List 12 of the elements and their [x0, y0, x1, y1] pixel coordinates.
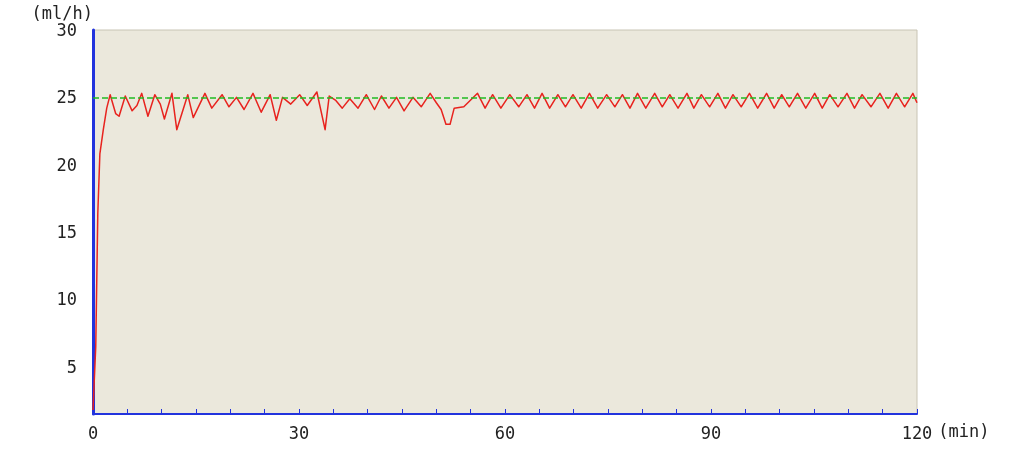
line-series [92, 91, 918, 411]
x-tick-label: 120 [901, 422, 933, 443]
y-tick-label: 20 [56, 154, 77, 175]
y-tick-label: 5 [66, 356, 77, 377]
x-axis-title: (min) [938, 420, 990, 441]
y-tick-label: 15 [56, 222, 77, 243]
x-tick-label: 90 [700, 422, 722, 443]
x-tick-label: 0 [87, 422, 99, 443]
x-tick-label: 30 [288, 422, 310, 443]
x-tick-label: 60 [494, 422, 516, 443]
y-tick-label: 25 [56, 87, 77, 108]
y-tick-label: 10 [56, 289, 77, 310]
